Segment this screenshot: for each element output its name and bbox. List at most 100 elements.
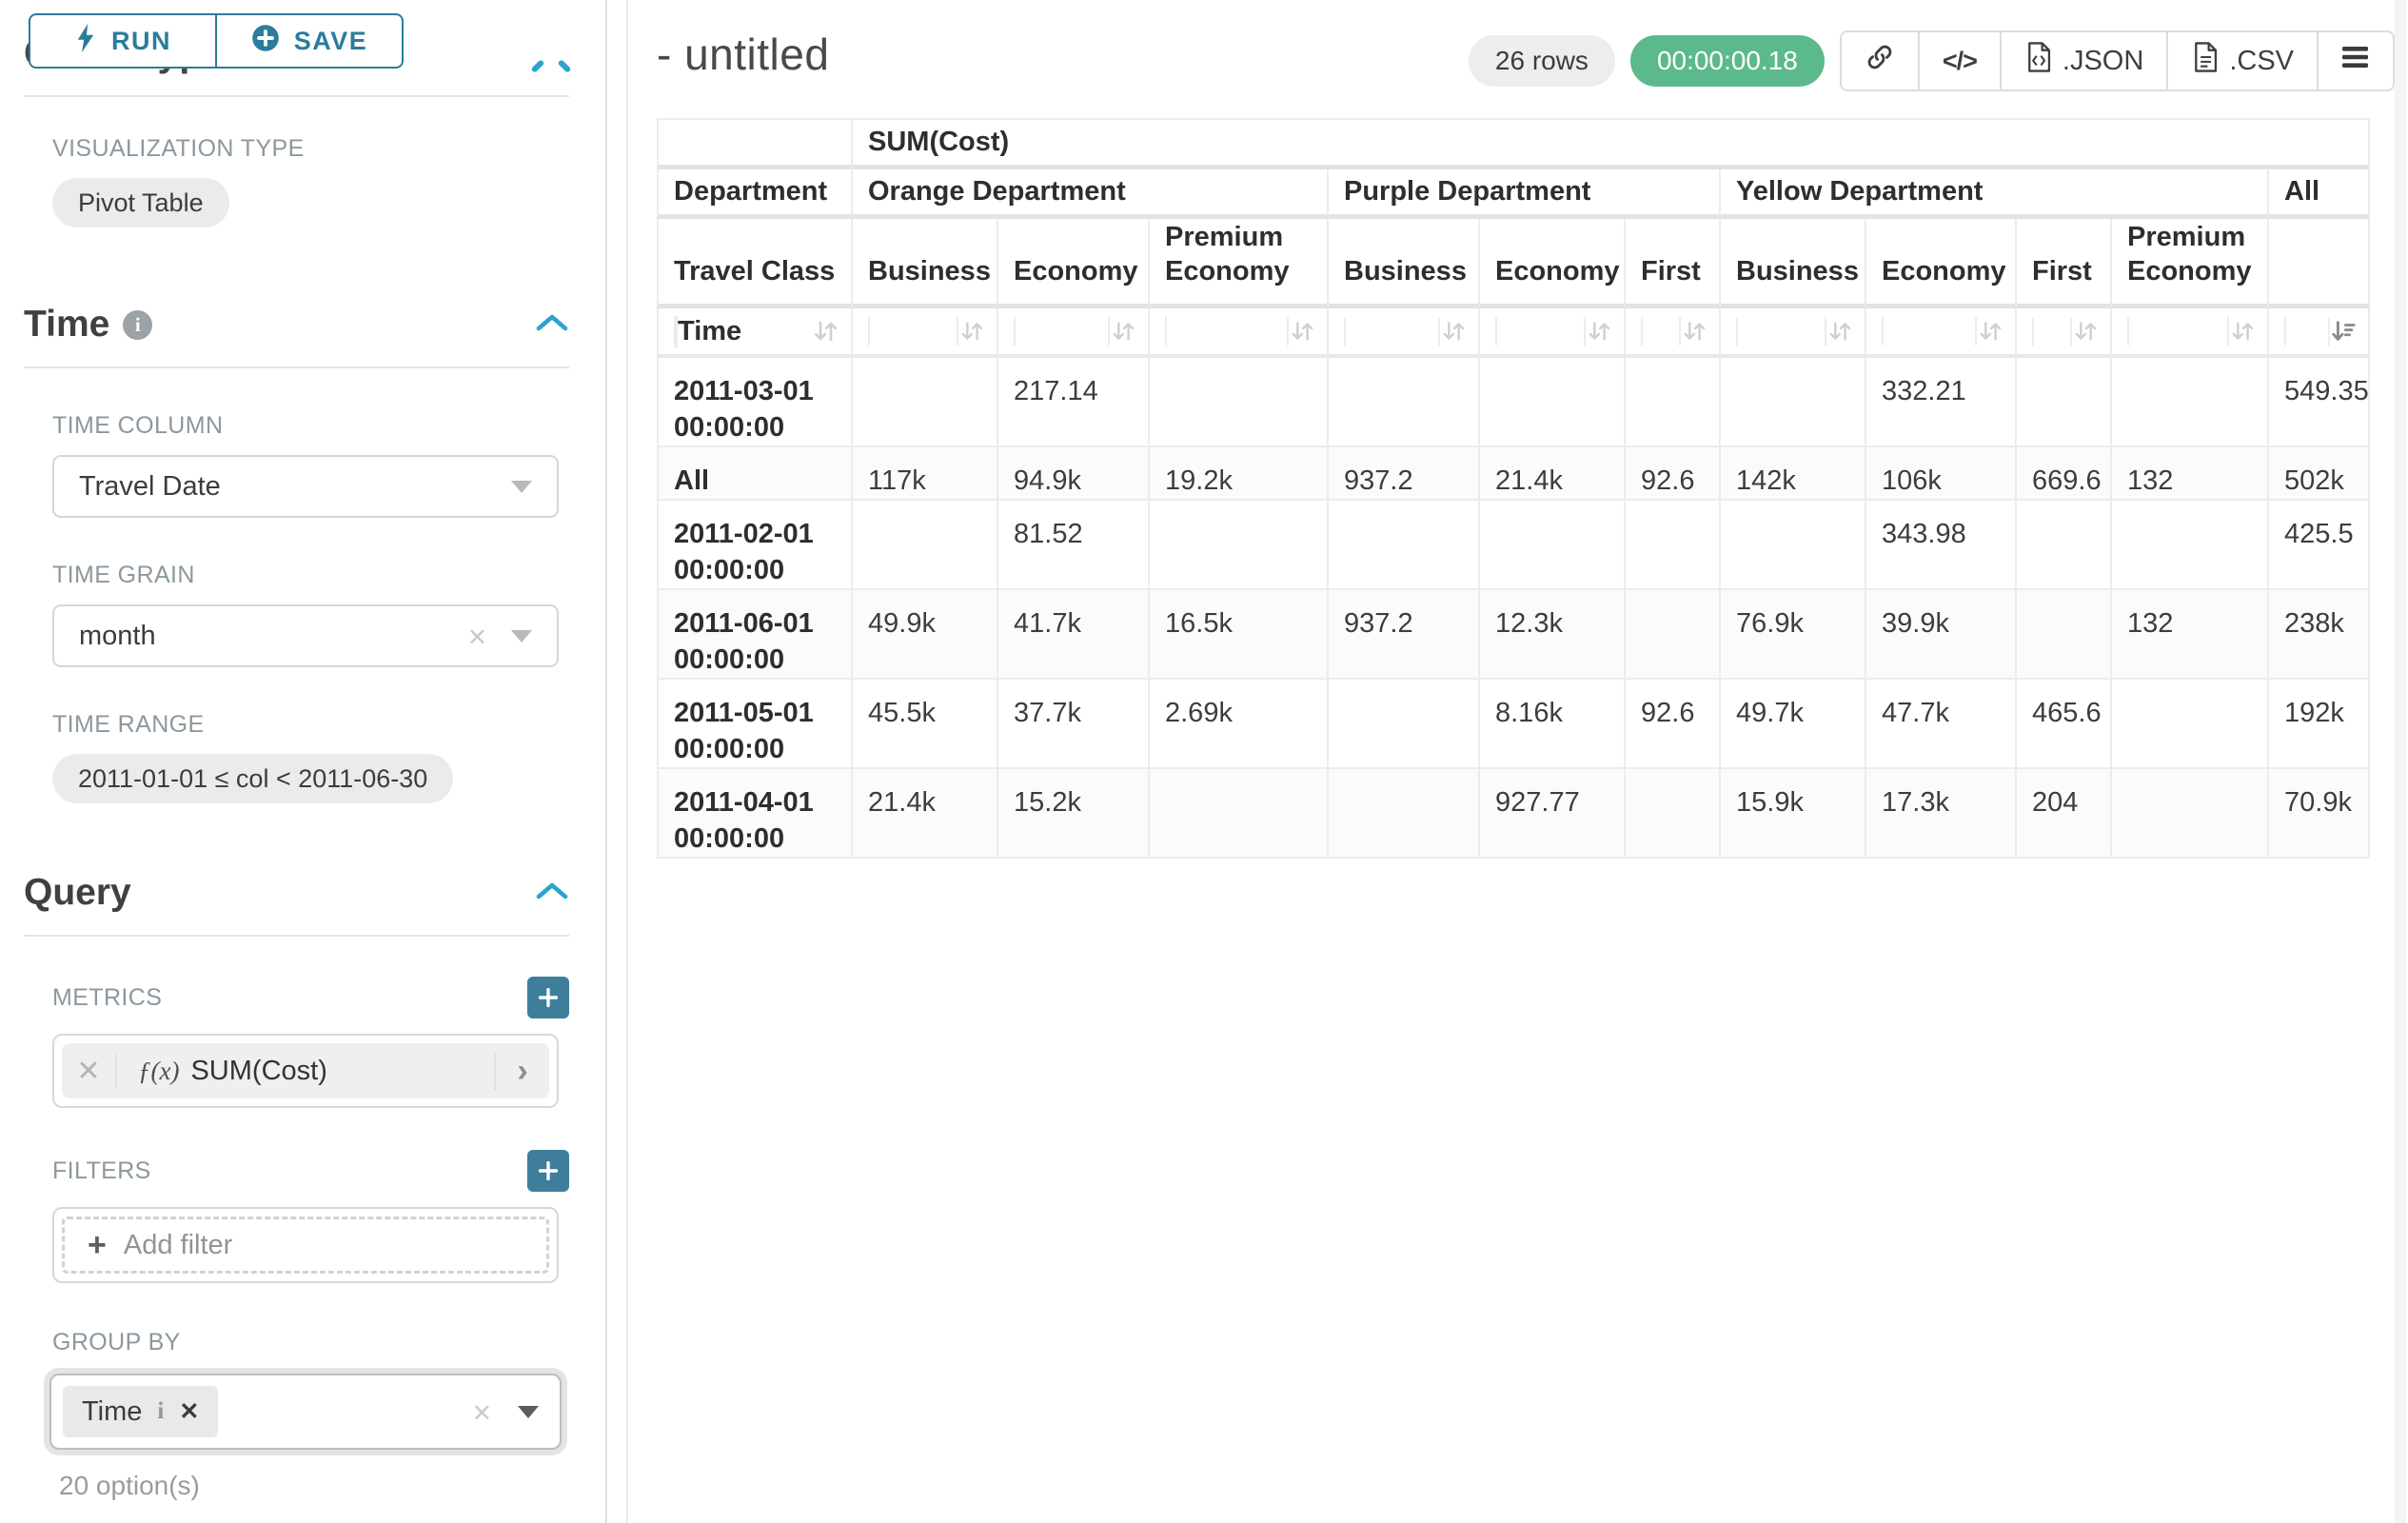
divider [24, 95, 569, 97]
sort-icon [1975, 317, 2002, 346]
clear-icon[interactable]: × [467, 618, 486, 654]
cell: 21.4k [853, 769, 998, 859]
cell: 132 [2112, 590, 2269, 680]
cell [2017, 358, 2112, 447]
sort-icon [814, 321, 838, 342]
metric-name: SUM(Cost) [190, 1055, 327, 1086]
cell: 2.69k [1150, 680, 1329, 769]
json-file-icon [2024, 41, 2053, 81]
travel-class-header: Business [1329, 219, 1480, 308]
time-range-chip[interactable]: 2011-01-01 ≤ col < 2011-06-30 [52, 754, 454, 803]
cell: 937.2 [1329, 447, 1480, 501]
panel-divider [626, 0, 628, 1523]
travel-class-header: Economy [1480, 219, 1626, 308]
lightning-bolt-icon [74, 23, 97, 59]
cell: 70.9k [2269, 769, 2370, 859]
cell: 47.7k [1866, 680, 2017, 769]
chart-header-controls: 26 rows 00:00:00.18 </> .JSON [1468, 30, 2395, 91]
chevron-down-icon[interactable] [518, 1405, 539, 1418]
column-sort-header[interactable] [1329, 308, 1480, 358]
metric-pill[interactable]: ✕ ƒ(x) SUM(Cost) › [62, 1043, 549, 1098]
save-button[interactable]: SAVE [216, 13, 404, 69]
sort-descending-icon [2328, 317, 2356, 346]
add-metric-button[interactable] [527, 977, 569, 1019]
collapse-section-chevron[interactable] [535, 312, 569, 338]
table-row: 2011-05-01 00:00:00 45.5k 37.7k 2.69k 8.… [657, 680, 2370, 769]
hamburger-menu-icon [2341, 45, 2370, 77]
column-sort-header[interactable] [853, 308, 998, 358]
export-json-button[interactable]: .JSON [2001, 32, 2169, 89]
clear-icon[interactable]: × [472, 1394, 491, 1430]
add-filter-button[interactable] [527, 1150, 569, 1192]
time-dimension-sort-header[interactable]: Time [657, 308, 853, 358]
cell: 17.3k [1866, 769, 2017, 859]
plus-icon: + [88, 1227, 107, 1263]
column-sort-header[interactable] [1866, 308, 2017, 358]
chevron-down-icon[interactable] [511, 629, 532, 643]
share-link-button[interactable] [1841, 32, 1920, 89]
query-buttons: RUN SAVE [29, 13, 404, 69]
column-sort-header[interactable] [1721, 308, 1866, 358]
cell: 549.35 [2269, 358, 2370, 447]
group-by-options-hint: 20 option(s) [59, 1471, 200, 1500]
run-button[interactable]: RUN [29, 13, 216, 69]
table-row: All 117k 94.9k 19.2k 937.2 21.4k 92.6 14… [657, 447, 2370, 501]
column-sort-header[interactable] [998, 308, 1150, 358]
time-grain-label: TIME GRAIN [52, 562, 195, 588]
cell: 15.2k [998, 769, 1150, 859]
time-grain-select[interactable]: month × [52, 604, 559, 667]
column-sort-header[interactable] [1480, 308, 1626, 358]
view-query-button[interactable]: </> [1919, 32, 2002, 89]
sort-icon [2227, 317, 2254, 346]
cell: 937.2 [1329, 590, 1480, 680]
group-by-chip[interactable]: Time i ✕ [63, 1386, 219, 1437]
info-icon: i [123, 309, 153, 340]
column-sort-header[interactable] [1150, 308, 1329, 358]
divider [24, 366, 569, 368]
column-group-header: Purple Department [1329, 169, 1721, 219]
json-button-label: .JSON [2062, 45, 2144, 76]
cell [1626, 358, 1721, 447]
chevron-down-icon[interactable] [511, 480, 532, 493]
cell: 142k [1721, 447, 1866, 501]
cell [1150, 501, 1329, 590]
column-sort-header-active[interactable] [2269, 308, 2370, 358]
cell: 92.6 [1626, 447, 1721, 501]
scrollbar[interactable] [2395, 0, 2406, 1523]
cell [1329, 358, 1480, 447]
row-label: 2011-02-01 00:00:00 [657, 501, 853, 590]
add-filter-dropzone[interactable]: + Add filter [62, 1216, 549, 1274]
visualization-type-chip[interactable]: Pivot Table [52, 178, 229, 227]
cell: 204 [2017, 769, 2112, 859]
travel-class-header: Premium Economy [2112, 219, 2269, 308]
chart-panel: - untitled 26 rows 00:00:00.18 </> .JSON [628, 0, 2395, 1523]
export-csv-button[interactable]: .CSV [2168, 32, 2319, 89]
remove-metric-icon[interactable]: ✕ [62, 1054, 117, 1088]
chart-title[interactable]: - untitled [657, 30, 830, 79]
chart-menu-button[interactable] [2319, 32, 2393, 89]
divider [24, 935, 569, 937]
csv-button-label: .CSV [2229, 45, 2294, 76]
cell: 37.7k [998, 680, 1150, 769]
sort-icon [1584, 317, 1610, 346]
save-button-label: SAVE [293, 26, 368, 55]
cell: 94.9k [998, 447, 1150, 501]
time-column-select[interactable]: Travel Date [52, 455, 559, 518]
collapse-section-chevron[interactable] [535, 880, 569, 906]
column-sort-header[interactable] [1626, 308, 1721, 358]
row-count-badge: 26 rows [1468, 35, 1615, 87]
group-by-select[interactable]: Time i ✕ × [49, 1374, 562, 1450]
cell [1150, 358, 1329, 447]
cell [2017, 590, 2112, 680]
cell [2112, 501, 2269, 590]
column-sort-header[interactable] [2017, 308, 2112, 358]
column-sort-header[interactable] [2112, 308, 2269, 358]
time-column-value: Travel Date [79, 470, 221, 502]
remove-chip-icon[interactable]: ✕ [179, 1398, 200, 1425]
expand-metric-chevron[interactable]: › [494, 1052, 549, 1090]
cell [1150, 769, 1329, 859]
sidebar-top: Chart Type RUN SAVE [0, 0, 605, 97]
sort-icon [1287, 317, 1313, 346]
travel-class-header: Premium Economy [1150, 219, 1329, 308]
row-label: 2011-06-01 00:00:00 [657, 590, 853, 680]
